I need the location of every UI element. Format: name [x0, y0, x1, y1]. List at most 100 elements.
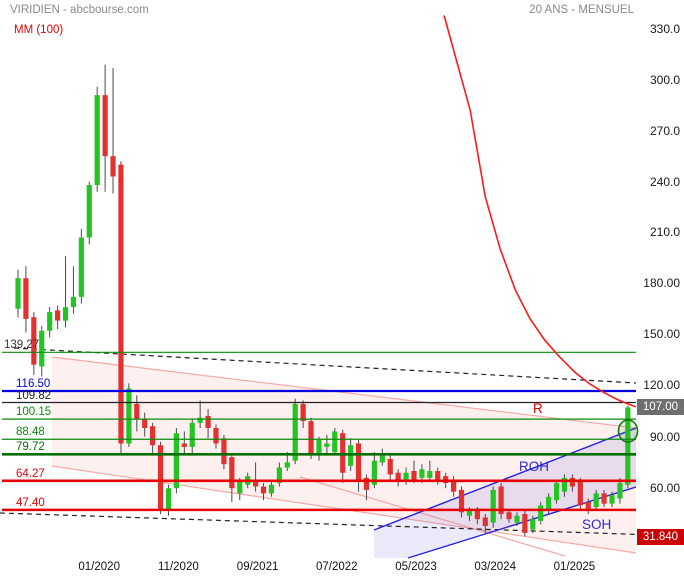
rising-support-label-soh: SOH — [582, 517, 612, 532]
resistance-label-r: R — [533, 401, 543, 416]
candle-body — [340, 433, 346, 473]
candle-body — [276, 467, 282, 484]
candle-body — [435, 471, 441, 482]
candle-body — [118, 164, 124, 444]
candle-body — [308, 421, 314, 456]
candle-body — [419, 469, 425, 478]
candle-body — [601, 493, 607, 504]
candle-body — [332, 431, 338, 453]
candle-body — [561, 477, 568, 492]
candle-body — [522, 514, 528, 533]
candle-body — [94, 95, 100, 185]
candle-body — [371, 460, 377, 485]
rising-resistance-label-roh: ROH — [519, 459, 549, 474]
candle-body — [411, 471, 417, 480]
candle-body — [403, 472, 409, 482]
x-axis-label-01/2025: 01/2025 — [553, 561, 596, 573]
candle-body — [498, 486, 504, 514]
candle-body — [387, 458, 393, 475]
candle-body — [617, 483, 623, 499]
candle-body — [70, 296, 77, 308]
candle-body — [15, 278, 21, 309]
candle-body — [316, 440, 322, 454]
candle-body — [205, 415, 211, 428]
level-label-100.15: 100.15 — [16, 406, 52, 419]
candle-body — [189, 422, 195, 447]
candle-body — [110, 156, 116, 177]
x-axis-label-09/2021: 09/2021 — [236, 561, 279, 573]
x-axis-label-07/2022: 07/2022 — [316, 561, 358, 573]
y-axis-label-180.00: 180.00 — [643, 276, 680, 291]
dashed-trendline-1 — [0, 512, 684, 537]
y-axis-label-150.00: 150.00 — [643, 327, 680, 342]
y-axis-label-270.0: 270.0 — [649, 123, 680, 138]
candle-body — [197, 417, 203, 423]
candle-body — [173, 433, 179, 489]
candle-body — [538, 505, 544, 521]
candle-body — [514, 515, 520, 523]
level-label-79.72: 79.72 — [16, 441, 45, 454]
candle-body — [569, 477, 575, 487]
level-label-139.27: 139.27 — [4, 339, 40, 352]
price-tag-107.00: 107.00 — [637, 399, 684, 416]
candle-body — [47, 312, 53, 331]
candle-body — [577, 481, 583, 506]
candle-body — [363, 477, 370, 490]
candle-body — [324, 443, 330, 447]
candle-body — [466, 510, 473, 516]
candle-body — [482, 517, 488, 527]
candle-body — [229, 457, 235, 489]
candle-body — [379, 453, 385, 463]
timeframe-label: 20 ANS - MENSUEL — [529, 4, 634, 16]
candle-body — [142, 419, 148, 428]
candle-body — [355, 443, 362, 482]
candle-body — [31, 317, 37, 365]
pink-channel-inner-line — [299, 476, 566, 557]
candle-body — [181, 443, 187, 447]
y-axis-label-210.0: 210.0 — [649, 225, 680, 240]
mm100-curve — [443, 15, 637, 408]
candle-body — [284, 462, 290, 468]
level-label-88.48: 88.48 — [16, 426, 45, 439]
y-axis-label-120.00: 120.00 — [643, 378, 680, 392]
candle-body — [102, 95, 108, 157]
candle-body — [530, 519, 536, 530]
candle-body — [213, 428, 219, 444]
candle-body — [150, 426, 156, 446]
candle-body — [78, 237, 84, 297]
candle-body — [55, 310, 61, 321]
candle-body — [260, 486, 267, 494]
level-label-116.50: 116.50 — [16, 378, 51, 391]
candle-body — [86, 184, 92, 238]
candle-body — [165, 488, 172, 509]
y-axis-label-330.0: 330.0 — [649, 22, 680, 37]
candle-body — [126, 388, 132, 444]
candle-body — [300, 403, 306, 422]
x-axis-label-03/2024: 03/2024 — [474, 561, 516, 573]
candle-body — [490, 489, 496, 523]
candle-body — [593, 493, 599, 508]
candle-body — [237, 481, 243, 494]
candle-body — [553, 483, 560, 501]
x-axis-label-01/2020: 01/2020 — [78, 561, 120, 573]
x-axis-label-05/2023: 05/2023 — [395, 561, 437, 573]
candle-body — [292, 403, 298, 461]
candle-body — [609, 495, 615, 504]
candle-body — [62, 307, 69, 321]
dashed-trendline-0 — [13, 347, 637, 384]
level-label-64.27: 64.27 — [16, 467, 45, 480]
candle-body — [39, 330, 45, 367]
blue-channel-fill — [374, 428, 636, 558]
y-axis-label-300.0: 300.0 — [649, 72, 680, 87]
candle-body — [268, 484, 275, 494]
x-axis-label-11/2020: 11/2020 — [158, 561, 199, 573]
candle-body — [221, 438, 227, 465]
candle-body — [134, 403, 140, 420]
candle-body — [427, 471, 433, 478]
candle-body — [253, 481, 259, 487]
y-axis-label-240.0: 240.0 — [649, 174, 680, 189]
candle-body — [474, 510, 480, 520]
price-tag-31.840: 31.840 — [637, 528, 684, 545]
